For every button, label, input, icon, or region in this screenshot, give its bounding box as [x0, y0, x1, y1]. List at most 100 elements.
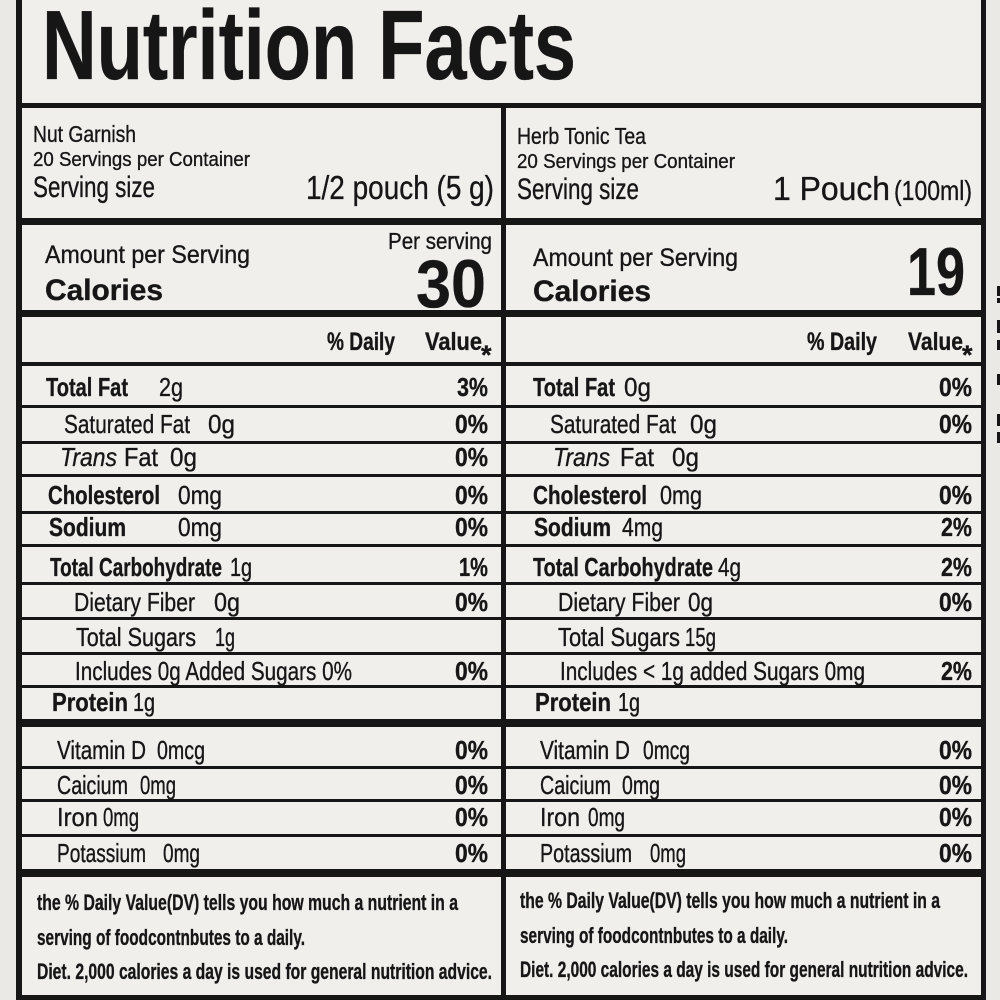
svg-text:Total Carbohydrate: Total Carbohydrate [50, 552, 222, 582]
svg-text:0%: 0% [455, 587, 488, 617]
svg-text:Total Sugars: Total Sugars [558, 622, 680, 652]
svg-text:Total Fat: Total Fat [533, 372, 615, 402]
svg-text:Total Carbohydrate: Total Carbohydrate [533, 552, 713, 582]
svg-text:Total Fat: Total Fat [46, 372, 128, 402]
svg-text:Per serving: Per serving [388, 228, 492, 254]
svg-text:Protein: Protein [52, 687, 128, 717]
svg-text:19: 19 [907, 234, 965, 310]
svg-text:4g: 4g [718, 552, 741, 582]
svg-text:0%: 0% [455, 480, 488, 510]
svg-text:0%: 0% [939, 409, 972, 439]
svg-text:0mg: 0mg [660, 480, 702, 510]
svg-text:3%: 3% [457, 372, 488, 402]
svg-text:1g: 1g [133, 687, 155, 717]
svg-text:Cholesterol: Cholesterol [533, 480, 647, 510]
svg-text:0mg: 0mg [178, 480, 222, 510]
svg-text:Includes 0g Added Sugars 0%: Includes 0g Added Sugars 0% [75, 656, 352, 686]
svg-text:Trans: Trans [60, 442, 117, 472]
svg-text:1%: 1% [459, 552, 488, 582]
svg-text:0%: 0% [939, 838, 972, 868]
svg-text:0g: 0g [170, 442, 197, 472]
svg-text:Serving size: Serving size [517, 173, 639, 206]
svg-text:0%: 0% [939, 587, 972, 617]
svg-text:% Daily: % Daily [327, 328, 395, 356]
svg-text:0%: 0% [455, 838, 488, 868]
svg-text:2%: 2% [941, 552, 972, 582]
svg-text:serving of foodcontnbutes to a: serving of foodcontnbutes to a daily. [520, 923, 788, 948]
svg-text:Saturated Fat: Saturated Fat [64, 409, 191, 439]
svg-text:4mg: 4mg [622, 512, 663, 542]
svg-text:0%: 0% [455, 770, 488, 800]
svg-text:Potassium: Potassium [57, 838, 146, 868]
svg-text:*: * [962, 340, 973, 370]
svg-text:Serving size: Serving size [33, 171, 155, 204]
svg-text:Protein: Protein [535, 687, 611, 717]
svg-text:2%: 2% [941, 656, 972, 686]
svg-text:Dietary Fiber: Dietary Fiber [558, 587, 680, 617]
svg-text:0%: 0% [939, 480, 972, 510]
svg-text:0mg: 0mg [140, 770, 176, 800]
svg-text:1g: 1g [230, 552, 252, 582]
svg-text:0mg: 0mg [163, 838, 200, 868]
svg-text:Value: Value [908, 328, 963, 356]
svg-text:0%: 0% [455, 735, 488, 765]
svg-text:Total Sugars: Total Sugars [76, 622, 196, 652]
svg-text:Diet. 2,000 calories a day is: Diet. 2,000 calories a day is used for g… [520, 957, 968, 982]
svg-text:0g: 0g [672, 442, 699, 472]
svg-text:15g: 15g [685, 622, 716, 652]
svg-text:Cholesterol: Cholesterol [48, 480, 160, 510]
svg-text:Fat: Fat [124, 442, 159, 472]
svg-text:0g: 0g [208, 409, 235, 439]
svg-text:the % Daily Value(DV) tells yo: the % Daily Value(DV) tells you how much… [37, 890, 459, 915]
svg-text:Vitamin D: Vitamin D [57, 735, 146, 765]
svg-text:0%: 0% [939, 802, 972, 832]
svg-text:0mcg: 0mcg [643, 735, 690, 765]
svg-text:Iron: Iron [57, 802, 98, 832]
svg-text:Herb Tonic Tea: Herb Tonic Tea [517, 123, 646, 149]
svg-text:0g: 0g [214, 587, 240, 617]
svg-text:Potassium: Potassium [540, 838, 632, 868]
svg-text:Calories: Calories [533, 275, 651, 308]
svg-text:the % Daily Value(DV) tells yo: the % Daily Value(DV) tells you how much… [520, 888, 941, 913]
svg-text:0g: 0g [624, 372, 651, 402]
svg-text:Vitamin D: Vitamin D [540, 735, 630, 765]
svg-text:% Daily: % Daily [807, 328, 877, 356]
svg-text:Value: Value [425, 328, 482, 356]
svg-text:Sodium: Sodium [49, 512, 126, 542]
svg-text:Calories: Calories [45, 274, 163, 307]
svg-text:Sodium: Sodium [534, 512, 611, 542]
svg-text:Amount per Serving: Amount per Serving [45, 241, 250, 269]
svg-text:(100ml): (100ml) [894, 175, 972, 206]
svg-text:2%: 2% [941, 512, 972, 542]
svg-text:0mg: 0mg [622, 770, 660, 800]
svg-text:0mg: 0mg [650, 838, 686, 868]
svg-text:0mg: 0mg [178, 512, 222, 542]
svg-text:Caicium: Caicium [540, 770, 611, 800]
svg-text:0%: 0% [455, 512, 488, 542]
svg-text:20 Servings per Container: 20 Servings per Container [517, 151, 735, 173]
svg-text:0g: 0g [690, 409, 717, 439]
svg-text:1 Pouch: 1 Pouch [773, 170, 890, 207]
svg-text:30: 30 [416, 246, 486, 322]
svg-text:Saturated Fat: Saturated Fat [550, 409, 677, 439]
svg-text:1/2 pouch (5 g): 1/2 pouch (5 g) [306, 169, 494, 206]
svg-text:Iron: Iron [540, 802, 580, 832]
svg-text:1g: 1g [215, 622, 235, 652]
svg-text:0mg: 0mg [588, 802, 625, 832]
svg-text:*: * [481, 340, 492, 370]
svg-text:20 Servings per Container: 20 Servings per Container [33, 149, 250, 171]
svg-text:Amount per Serving: Amount per Serving [533, 244, 738, 272]
svg-text:0%: 0% [455, 656, 488, 686]
svg-text:Nutrition Facts: Nutrition Facts [42, 0, 576, 100]
svg-text:0mg: 0mg [103, 802, 139, 832]
svg-text:0g: 0g [688, 587, 713, 617]
svg-text:Caicium: Caicium [57, 770, 128, 800]
svg-text:serving of foodcontnbutes to a: serving of foodcontnbutes to a daily. [37, 925, 305, 950]
svg-text:2g: 2g [159, 372, 183, 402]
svg-text:0%: 0% [939, 372, 972, 402]
svg-text:Includes < 1g added Sugars 0m: Includes < 1g added Sugars 0mg [560, 656, 865, 686]
svg-text:Dietary Fiber: Dietary Fiber [74, 587, 195, 617]
svg-text:0%: 0% [455, 442, 488, 472]
svg-text:0%: 0% [455, 409, 488, 439]
svg-text:0%: 0% [455, 802, 488, 832]
